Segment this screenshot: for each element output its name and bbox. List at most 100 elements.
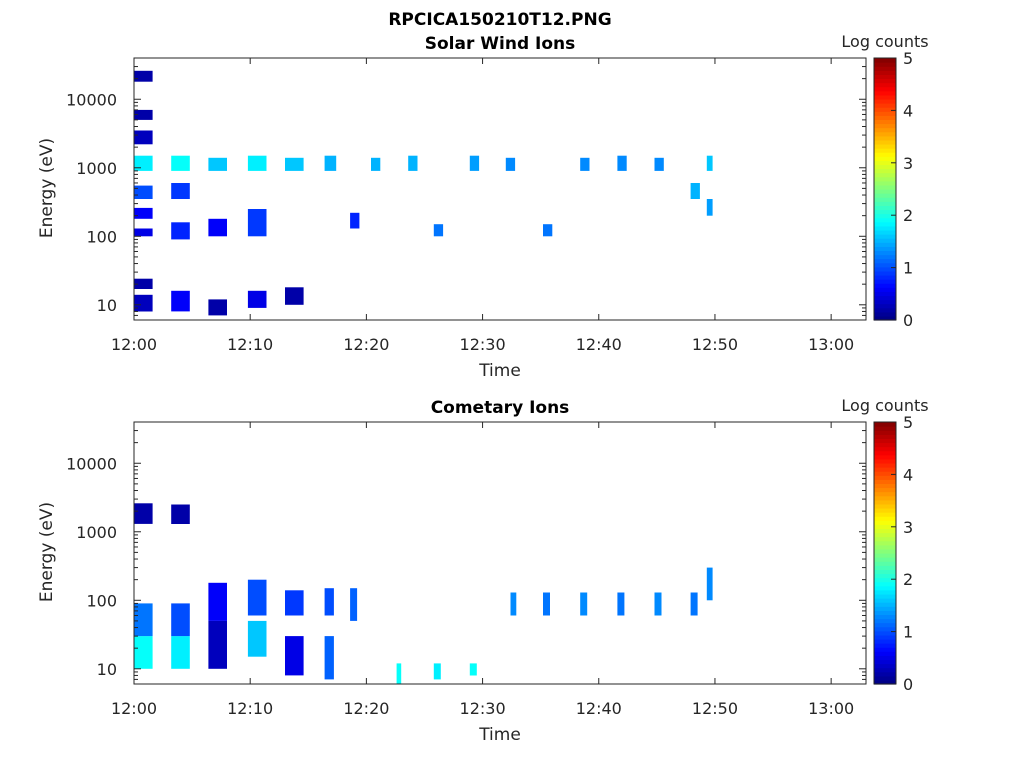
heatmap-cell [134, 109, 153, 120]
heatmap-cell [433, 663, 441, 680]
heatmap-cell [350, 212, 360, 229]
x-axis-label: Time [478, 361, 521, 381]
colorbar-segment [874, 647, 896, 652]
colorbar-frame [873, 421, 897, 685]
colorbar-segment [874, 655, 896, 661]
colorbar-segment [874, 499, 896, 505]
heatmap-cell [706, 567, 713, 601]
colorbar-segment [874, 213, 896, 219]
x-ticks: 12:00 12:10 12:20 12:30 12:40 12:50 13:00 [111, 58, 854, 354]
colorbar-segment [874, 532, 896, 538]
colorbar-segment [874, 593, 896, 599]
colorbar-segment [874, 462, 896, 468]
colorbar-tick-label: 1 [903, 623, 913, 642]
colorbar: 0 1 2 3 4 5 [873, 49, 913, 330]
panel-title: Solar Wind Ions [425, 34, 576, 54]
heatmap-cell [469, 663, 477, 676]
colorbar-segment [874, 618, 896, 624]
heatmap-cell [469, 155, 480, 171]
heatmap-cell [208, 218, 227, 237]
colorbar-segment [874, 675, 896, 681]
colorbar-segment [874, 651, 896, 656]
colorbar-segment [874, 168, 896, 174]
colorbar-segment [874, 659, 896, 665]
colorbar-segment [874, 667, 896, 673]
colorbar-segment [874, 528, 896, 534]
colorbar-segment [874, 119, 896, 125]
y-ticks: 10 100 1000 10000 [66, 57, 866, 321]
x-tick-label: 12:50 [692, 699, 738, 718]
x-tick-label: 12:00 [111, 335, 157, 354]
colorbar-segment [874, 209, 896, 215]
axes-box [133, 421, 867, 685]
heatmap-cell [371, 157, 381, 171]
y-tick-label: 10 [97, 296, 117, 315]
colorbar-segment [874, 315, 896, 321]
colorbar-segment [874, 638, 896, 644]
colorbar-segment [874, 679, 896, 685]
x-tick-label: 12:30 [460, 335, 506, 354]
colorbar-segment [874, 458, 896, 464]
solar-wind-panel: Solar Wind Ions Log counts Time Energy (… [37, 32, 929, 381]
colorbar-segment [874, 74, 896, 80]
colorbar-segment [874, 307, 896, 313]
colorbar-segment [874, 279, 896, 284]
colorbar-segment [874, 90, 896, 96]
colorbar-segment [874, 643, 896, 648]
heatmap-cell [690, 183, 700, 199]
axes-box [133, 57, 867, 321]
colorbar-segment [874, 626, 896, 632]
colorbar-tick-label: 0 [903, 311, 913, 330]
heatmap-cell [134, 636, 153, 669]
colorbar-segment [874, 103, 896, 108]
colorbar-segment [874, 471, 896, 476]
heatmap-cell [247, 290, 267, 308]
x-tick-label: 12:30 [460, 699, 506, 718]
heatmap-cell [134, 185, 153, 199]
y-tick-label: 100 [86, 227, 117, 246]
colorbar-segment [874, 548, 896, 554]
colorbar-segment [874, 205, 896, 211]
y-tick-label: 1000 [76, 159, 117, 178]
heatmap-cell [543, 224, 553, 237]
colorbar-segment [874, 70, 896, 75]
colorbar-segment [874, 598, 896, 603]
y-tick-label: 10000 [66, 454, 117, 473]
colorbar-segment [874, 634, 896, 640]
colorbar-segment [874, 221, 896, 227]
colorbar-segment [874, 422, 896, 427]
heatmap-cell [433, 224, 444, 237]
colorbar-segment [874, 246, 896, 251]
colorbar-segment [874, 217, 896, 223]
colorbar-segment [874, 283, 896, 288]
x-tick-label: 12:50 [692, 335, 738, 354]
colorbar-segment [874, 610, 896, 615]
heatmap-cells [134, 70, 713, 316]
colorbar-segment [874, 303, 896, 309]
heatmap-cell [134, 130, 153, 145]
colorbar-segment [874, 524, 896, 530]
colorbar-tick-label: 5 [903, 413, 913, 432]
x-tick-label: 13:00 [808, 699, 854, 718]
colorbar-segment [874, 442, 896, 448]
heatmap-cell [134, 70, 153, 82]
heatmap-cell [285, 636, 304, 676]
colorbar-segment [874, 180, 896, 186]
heatmap-cell [617, 592, 625, 616]
heatmap-cells [134, 503, 713, 684]
colorbar-segment [874, 258, 896, 264]
colorbar-tick-label: 4 [903, 101, 913, 120]
colorbar-segment [874, 512, 896, 517]
heatmap-cell [134, 503, 153, 524]
colorbar-segment [874, 602, 896, 607]
heatmap-cell [580, 157, 590, 171]
colorbar-segment [874, 156, 896, 161]
colorbar-segment [874, 201, 896, 206]
colorbar-segment [874, 274, 896, 280]
heatmap-cell [171, 603, 190, 637]
colorbar-segment [874, 254, 896, 260]
colorbar-tick-label: 2 [903, 206, 913, 225]
y-axis-label: Energy (eV) [37, 502, 57, 602]
heatmap-cell [208, 620, 227, 669]
heatmap-cell [543, 592, 550, 616]
